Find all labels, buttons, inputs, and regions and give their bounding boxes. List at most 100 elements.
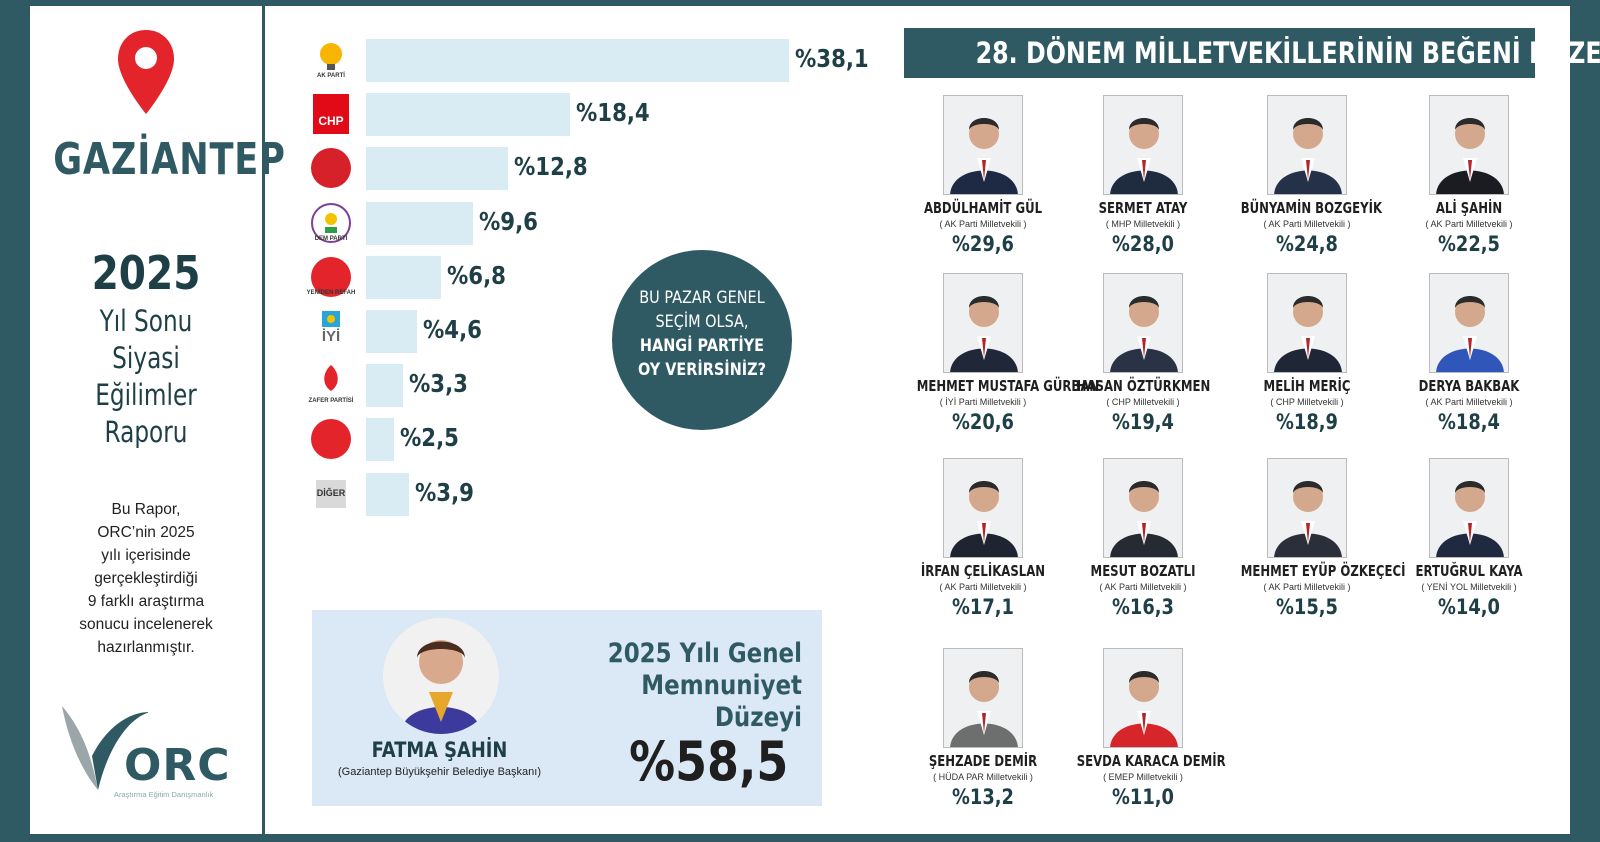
frame-bottom <box>30 834 1570 842</box>
party-logo-text: YENİDEN REFAH <box>306 289 356 296</box>
mp-percentage: %16,3 <box>1112 595 1174 619</box>
mp-party: ( İYİ Parti Milletvekili ) <box>939 397 1027 407</box>
party-logo-icon: AK PARTİ <box>310 38 352 82</box>
party-bar <box>366 93 571 137</box>
mp-party: ( MHP Milletvekili ) <box>1105 219 1181 229</box>
orc-logo-mark-icon <box>62 706 148 790</box>
mp-photo <box>943 95 1023 195</box>
satisfaction-title-line: 2025 Yılı Genel <box>607 638 802 669</box>
party-bar-label: %3,3 <box>408 369 468 399</box>
mp-party: ( AK Parti Milletvekili ) <box>939 582 1027 592</box>
mp-card: MESUT BOZATLI ( AK Parti Milletvekili ) %1… <box>1058 458 1228 628</box>
report-title-line: Yıl Sonu <box>99 304 193 338</box>
person-avatar-icon <box>1430 274 1508 372</box>
person-avatar-icon <box>1104 96 1182 194</box>
party-bar-label: %3,9 <box>415 477 475 507</box>
question-line: SEÇİM OLSA, <box>655 312 749 332</box>
person-avatar-icon <box>944 459 1022 557</box>
mp-party: ( EMEP Milletvekili ) <box>1103 772 1183 782</box>
person-avatar-icon <box>401 640 481 734</box>
mp-section-title-text: 28. DÖNEM MİLLETVEKİLLERİNİN BEĞENİ DÜZE… <box>975 36 1600 70</box>
mayor-role: (Gaziantep Büyükşehir Belediye Başkanı) <box>338 766 541 778</box>
party-bar <box>366 39 789 82</box>
mp-party: ( AK Parti Milletvekili ) <box>1425 219 1513 229</box>
mp-name: ERTUĞRUL KAYA <box>1415 562 1523 580</box>
description-line: 9 farklı araştırma <box>87 593 205 610</box>
mp-photo <box>1103 458 1183 558</box>
mp-party: ( AK Parti Milletvekili ) <box>1425 397 1513 407</box>
mp-name: ŞEHZADE DEMİR <box>928 752 1038 770</box>
mp-card: MEHMET EYÜP ÖZKEÇECİ ( AK Parti Milletvek… <box>1222 458 1406 628</box>
person-avatar-icon <box>1268 96 1346 194</box>
mp-name: ALİ ŞAHİN <box>1435 199 1503 217</box>
frame-top <box>30 0 1570 6</box>
mp-percentage: %17,1 <box>952 595 1014 619</box>
mp-photo <box>943 458 1023 558</box>
mp-name: BÜNYAMİN BOZGEYİK <box>1240 199 1383 217</box>
mp-card: DERYA BAKBAK ( AK Parti Milletvekili ) %18… <box>1384 273 1554 443</box>
party-bar <box>366 364 403 408</box>
mp-name: MELİH MERİÇ <box>1263 377 1351 395</box>
mp-photo <box>1103 273 1183 373</box>
description-line: sonucu incelenerek <box>79 616 213 633</box>
question-line: BU PAZAR GENEL <box>639 288 765 308</box>
description-line: Bu Rapor, <box>111 501 181 518</box>
mp-percentage: %18,9 <box>1276 410 1338 434</box>
mp-name: MEHMET EYÜP ÖZKEÇECİ <box>1240 562 1406 580</box>
mp-card: SEVDA KARACA DEMİR ( EMEP Milletvekili )%… <box>1058 648 1228 818</box>
mp-name: SERMET ATAY <box>1098 199 1188 217</box>
party-logo-text: DEM PARTİ <box>314 235 348 242</box>
person-avatar-icon <box>944 96 1022 194</box>
satisfaction-panel: FATMA ŞAHİN (Gaziantep Büyükşehir Beledi… <box>312 610 822 806</box>
party-logo-icon: CHP <box>310 92 352 136</box>
mp-party: ( CHP Milletvekili ) <box>1106 397 1180 407</box>
mp-card: ŞEHZADE DEMİR ( HÜDA PAR Milletvekili ) %1… <box>898 648 1068 818</box>
description-line: ORC’nin 2025 <box>97 524 195 541</box>
mp-percentage: %11,0 <box>1112 785 1174 809</box>
person-avatar-icon <box>1430 96 1508 194</box>
mp-photo <box>943 648 1023 748</box>
mp-party: ( HÜDA PAR Milletvekili ) <box>933 772 1033 782</box>
mp-percentage: %22,5 <box>1438 232 1500 256</box>
mp-party: ( CHP Milletvekili ) <box>1270 397 1344 407</box>
mp-name: DERYA BAKBAK <box>1418 377 1520 395</box>
person-avatar-icon <box>944 274 1022 372</box>
person-avatar-icon <box>1104 274 1182 372</box>
mp-card: HASAN ÖZTÜRKMEN ( CHP Milletvekili ) %19,4 <box>1058 273 1228 443</box>
person-avatar-icon <box>1104 649 1182 747</box>
mp-party: ( AK Parti Milletvekili ) <box>1099 582 1187 592</box>
mp-card: BÜNYAMİN BOZGEYİK ( AK Parti Milletvekili… <box>1222 95 1392 265</box>
report-year: 2025 <box>91 246 201 300</box>
person-avatar-icon <box>1268 459 1346 557</box>
mp-name: HASAN ÖZTÜRKMEN <box>1076 377 1211 395</box>
satisfaction-value: %58,5 <box>628 730 788 793</box>
mp-card: ERTUĞRUL KAYA ( YENİ YOL Milletvekili ) %1… <box>1384 458 1554 628</box>
party-logo-text: İYİ <box>321 328 341 345</box>
description-line: hazırlanmıştır. <box>97 639 195 656</box>
party-logo-icon: DİĞER <box>310 472 352 516</box>
mp-photo <box>1267 458 1347 558</box>
report-title-line: Siyasi <box>112 341 180 375</box>
mp-name: MESUT BOZATLI <box>1090 562 1196 580</box>
description-line: gerçekleştirdiği <box>94 570 198 587</box>
mp-party: ( YENİ YOL Milletvekili ) <box>1421 582 1517 592</box>
mp-percentage: %14,0 <box>1438 595 1500 619</box>
party-bar-label: %9,6 <box>478 206 538 236</box>
party-bar <box>366 472 410 516</box>
party-logo-icon: DEM PARTİ <box>310 201 352 245</box>
mp-percentage: %24,8 <box>1276 232 1338 256</box>
mp-name: İRFAN ÇELİKASLAN <box>920 562 1046 580</box>
mp-percentage: %13,2 <box>952 785 1014 809</box>
question-bubble: BU PAZAR GENEL SEÇİM OLSA, HANGİ PARTİYE… <box>612 250 792 430</box>
party-logo-text: AK PARTİ <box>317 73 345 79</box>
party-logo-text: CHP <box>318 114 344 129</box>
party-bar-label: %6,8 <box>447 260 507 290</box>
orc-logo: ORC Araştırma Eğitim Danışmanlık <box>58 698 258 808</box>
satisfaction-title-line: Memnuniyet Düzeyi <box>641 670 802 733</box>
mp-photo <box>1103 648 1183 748</box>
satisfaction-title: 2025 Yılı Genel Memnuniyet Düzeyi <box>598 638 802 734</box>
party-vote-chart: AK PARTİ %38,1 CHP %18,4 %12,8 DEM PARTİ %9,6 Y… <box>300 30 880 530</box>
party-bar <box>366 418 394 462</box>
mp-card: SERMET ATAY ( MHP Milletvekili ) %28,0 <box>1058 95 1228 265</box>
mp-card: MELİH MERİÇ ( CHP Milletvekili ) %18,9 <box>1222 273 1392 443</box>
